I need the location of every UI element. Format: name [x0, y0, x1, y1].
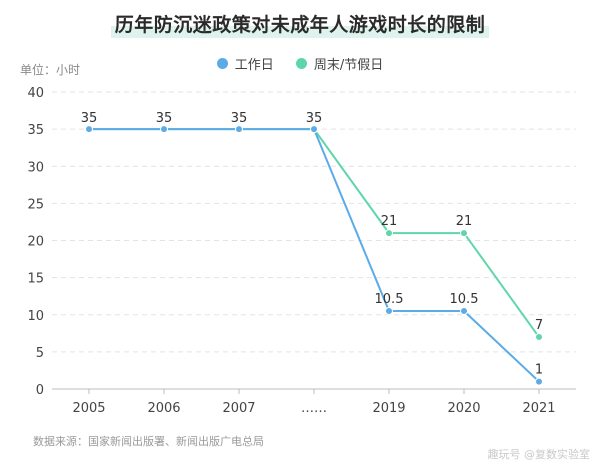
legend-label-weekday: 工作日	[234, 58, 274, 73]
watermark: 趣玩号 @复数实验室	[487, 448, 591, 461]
x-tick-label: ……	[301, 401, 327, 416]
x-tick-label: 2021	[522, 401, 555, 416]
data-point-weekend	[535, 333, 543, 342]
y-tick-label: 20	[27, 235, 44, 250]
data-point-weekend	[460, 229, 468, 238]
chart-title: 历年防沉迷政策对未成年人游戏时长的限制	[110, 10, 490, 38]
y-tick-label: 25	[27, 197, 44, 212]
data-label-weekday: 10.5	[375, 292, 404, 307]
data-point-weekday	[460, 307, 468, 316]
data-point-weekday	[85, 125, 93, 134]
data-label-weekday: 10.5	[450, 292, 479, 307]
legend-dot-weekend	[295, 58, 307, 69]
series-line-weekday	[89, 128, 540, 383]
source-note: 数据来源：国家新闻出版署、新闻出版广电总局	[33, 435, 264, 448]
y-tick-label: 10	[27, 309, 44, 324]
y-tick-label: 5	[36, 346, 44, 361]
y-tick-label: 35	[27, 123, 44, 138]
data-point-weekend	[385, 229, 393, 238]
data-point-weekday	[160, 125, 168, 134]
y-tick-label: 40	[27, 86, 44, 101]
data-label: 35	[81, 111, 98, 126]
title-bar: 历年防沉迷政策对未成年人游戏时长的限制	[0, 10, 600, 38]
data-point-weekday	[535, 377, 543, 386]
data-label: 35	[156, 111, 173, 126]
y-tick-label: 0	[36, 383, 44, 398]
legend-dot-weekday	[216, 58, 228, 69]
data-point-weekday	[310, 125, 318, 134]
data-label-weekday: 1	[535, 363, 543, 378]
x-tick-label: 2020	[447, 401, 480, 416]
data-label-weekend: 21	[456, 214, 473, 229]
legend-item-weekend: 周末/节假日	[295, 54, 384, 73]
data-label-weekend: 7	[535, 318, 543, 333]
unit-label: 单位：小时	[20, 63, 81, 77]
x-tick-label: 2005	[72, 401, 105, 416]
y-tick-label: 15	[27, 272, 44, 287]
data-point-weekday	[235, 125, 243, 134]
x-tick-label: 2019	[372, 401, 405, 416]
data-label-weekend: 21	[381, 214, 398, 229]
legend: 工作日 周末/节假日	[0, 54, 600, 73]
legend-item-weekday: 工作日	[216, 54, 274, 73]
x-tick-label: 2007	[222, 401, 255, 416]
data-label: 35	[306, 111, 323, 126]
y-tick-label: 30	[27, 160, 44, 175]
legend-label-weekend: 周末/节假日	[313, 58, 384, 73]
x-tick-label: 2006	[147, 401, 180, 416]
data-label: 35	[231, 111, 248, 126]
data-point-weekday	[385, 307, 393, 316]
